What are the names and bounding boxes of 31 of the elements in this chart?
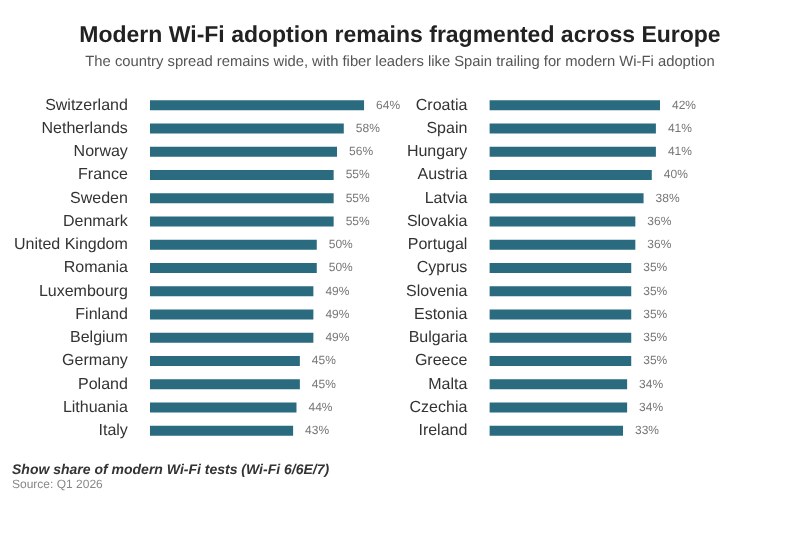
- y-tick-label: Latvia: [424, 188, 469, 207]
- y-tick-label: Czechia: [409, 397, 469, 416]
- y-tick-label: Netherlands: [41, 118, 128, 137]
- y-tick-label: United Kingdom: [14, 235, 129, 254]
- y-tick-label: Lithuania: [62, 397, 129, 416]
- y-tick-label: Greece: [414, 351, 469, 370]
- y-tick-label: Portugal: [407, 235, 468, 254]
- y-tick-label: Luxembourg: [38, 281, 128, 300]
- y-tick-label: Romania: [63, 258, 129, 277]
- y-tick-label: Bulgaria: [408, 328, 469, 347]
- y-tick-label: Denmark: [62, 211, 130, 230]
- y-tick-label: Switzerland: [45, 95, 128, 114]
- y-tick-label: Slovakia: [406, 211, 469, 230]
- y-tick-label: Hungary: [406, 142, 468, 161]
- y-tick-label: Belgium: [70, 328, 129, 347]
- y-tick-label: Germany: [62, 351, 128, 370]
- y-tick-label: Malta: [428, 374, 469, 393]
- chart-title: Modern Wi-Fi adoption remains fragmented across Europe: [77, 24, 723, 48]
- y-tick-label: Cyprus: [416, 258, 468, 277]
- y-tick-label: Estonia: [414, 304, 469, 323]
- y-tick-label: Croatia: [415, 95, 469, 114]
- y-tick-label: Poland: [78, 374, 128, 393]
- y-tick-label: France: [78, 165, 129, 184]
- y-tick-label: Italy: [98, 421, 128, 440]
- y-tick-label: Spain: [426, 118, 468, 137]
- y-tick-label: Ireland: [418, 421, 468, 440]
- y-tick-label: Norway: [73, 142, 128, 161]
- y-tick-label: Austria: [417, 165, 469, 184]
- y-tick-label: Sweden: [70, 188, 128, 207]
- y-tick-label: Finland: [75, 304, 128, 323]
- y-tick-label: Slovenia: [406, 281, 469, 300]
